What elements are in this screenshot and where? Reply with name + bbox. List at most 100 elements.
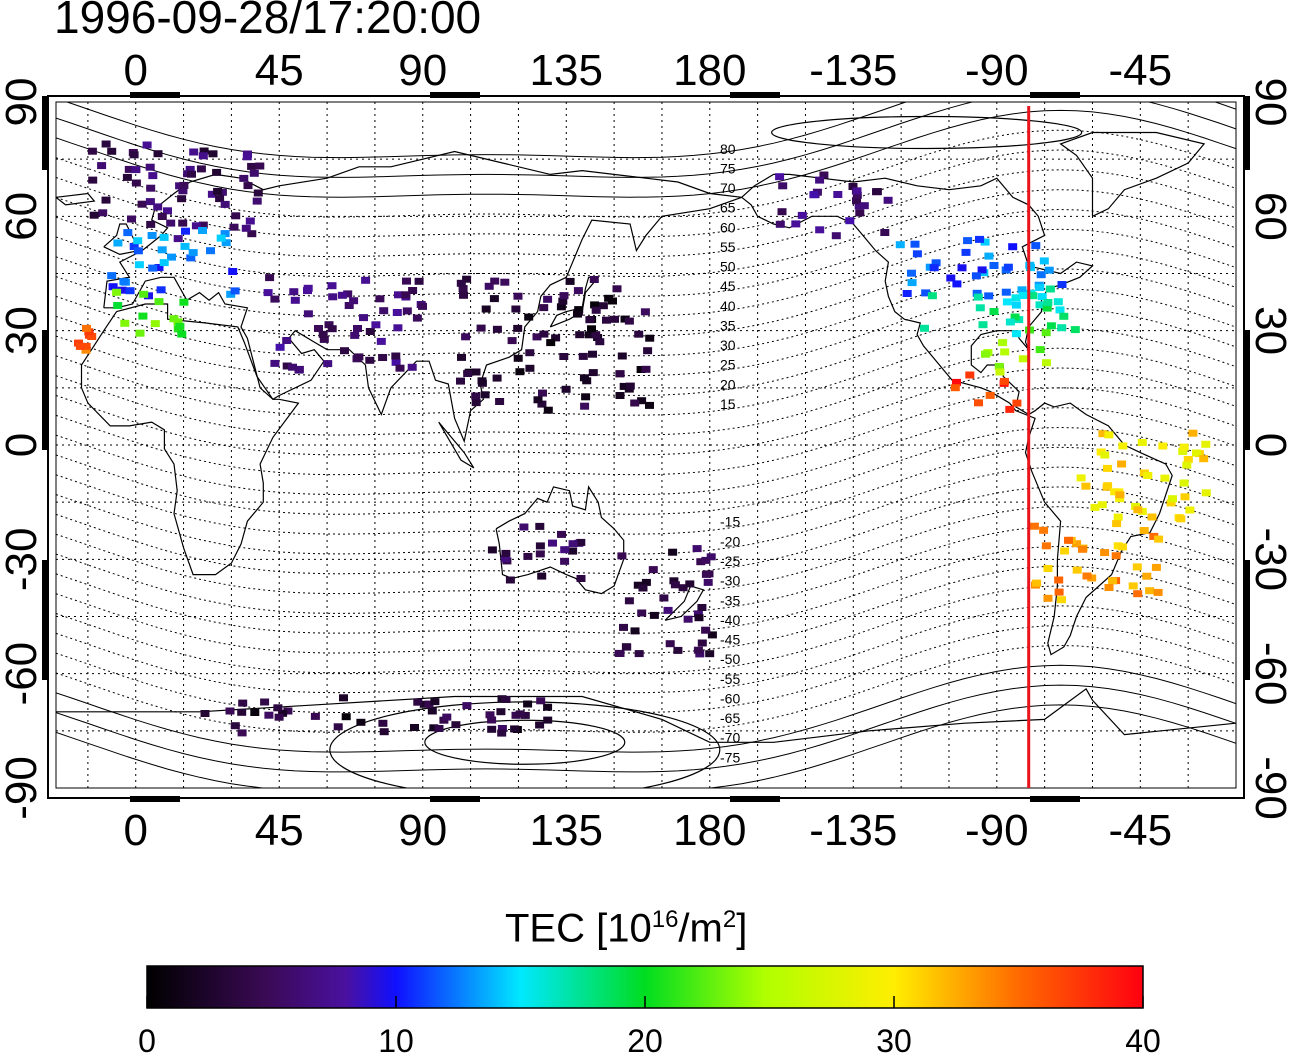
lat-tick-label: 30 [0,306,46,355]
tec-cell [845,217,855,225]
map-title: 1996-09-28/17:20:00 [54,0,482,43]
tec-cell [995,368,1005,376]
tec-cell [852,191,862,199]
frame-bar [42,330,48,450]
tec-cell [471,399,481,407]
mag-lat-label: -20 [720,533,740,549]
tec-cell [533,396,543,404]
tec-cell [1010,313,1020,321]
tec-cell [1128,582,1138,590]
mag-lat-label: -75 [720,749,740,765]
tec-cell [153,203,163,211]
mag-contour [56,407,1236,496]
tec-cell [148,172,158,180]
tec-cell [778,182,788,190]
tec-cell [414,277,424,285]
tec-cell [225,707,235,715]
tec-cell [189,148,199,156]
tec-cell [263,289,273,297]
tec-cell [670,581,680,589]
tec-cell [565,277,575,285]
tec-cell [501,696,511,703]
tec-cell [1199,455,1209,463]
tec-cell [181,227,190,235]
tec-cell [314,325,323,332]
tec-cell [487,546,497,554]
tec-cell [408,287,418,294]
tec-cell [669,577,679,585]
tec-cell [179,298,189,306]
tec-cell [217,188,227,196]
tec-cell [392,309,402,316]
tec-cell [129,243,139,250]
tec-cell [573,287,583,295]
tec-cell [1115,495,1125,503]
tec-cell [1018,292,1028,299]
tec-cell [1133,506,1143,514]
tec-cell [965,371,975,379]
coastline [438,421,475,469]
tec-cell [980,238,990,246]
tec-cell [333,723,343,731]
tec-cell [952,280,962,288]
tec-cell [356,718,366,726]
tec-cell [253,189,263,197]
tec-cell [480,391,490,399]
tec-cell [659,594,669,602]
tec-cell [902,290,912,297]
tec-cell [135,329,145,337]
mag-contour [56,625,1236,714]
tec-cell [791,220,801,228]
tec-cell [520,711,530,719]
tec-cell [484,282,494,290]
tec-cell [471,392,481,400]
frame-bar [42,560,48,680]
tec-cell [525,364,535,372]
mag-lat-label: -15 [720,514,740,530]
tec-cell [831,232,841,240]
tec-cell [872,188,882,196]
tec-cell [376,337,386,345]
tec-cell [615,392,625,399]
tec-cell [694,614,704,622]
colorbar-title-unit: /m [678,906,723,951]
tec-cell [497,729,507,737]
tec-cell [598,302,608,310]
tec-cell [243,182,253,190]
tec-cell [551,334,561,342]
tec-cell [359,314,368,322]
tec-cell [536,697,546,705]
tec-cell [975,235,984,243]
tec-cell [75,342,85,350]
tec-cell [327,325,337,333]
lat-tick-label: 60 [0,192,46,241]
tec-cell [169,315,179,323]
tec-cell [495,398,505,405]
tec-cell [220,200,230,208]
tec-cell [199,147,209,155]
tec-cell [157,246,167,254]
tec-cell [365,356,375,364]
tec-cell [274,713,284,721]
tec-cell [1103,464,1112,472]
tec-cell [249,169,259,177]
tec-cell [1145,587,1155,595]
plot-inner-frame [55,101,1237,789]
tec-cell [282,337,292,344]
tec-cell [120,319,130,327]
lon-tick-label: 45 [255,806,304,855]
magnetic-latitude-contours [56,102,1236,788]
tec-cell [683,615,693,623]
tec-cell [929,264,939,272]
tec-cell [154,298,164,306]
tec-cell [463,370,473,377]
tec-cell [481,305,491,313]
tec-cell [1201,489,1211,497]
tec-cell [198,227,207,234]
tec-cell [697,604,707,611]
tec-cell [952,378,961,386]
colorbar-tick-label: 0 [138,1023,156,1057]
tec-cell [573,310,582,318]
tec-cell [98,209,108,217]
tec-cell [537,572,547,580]
